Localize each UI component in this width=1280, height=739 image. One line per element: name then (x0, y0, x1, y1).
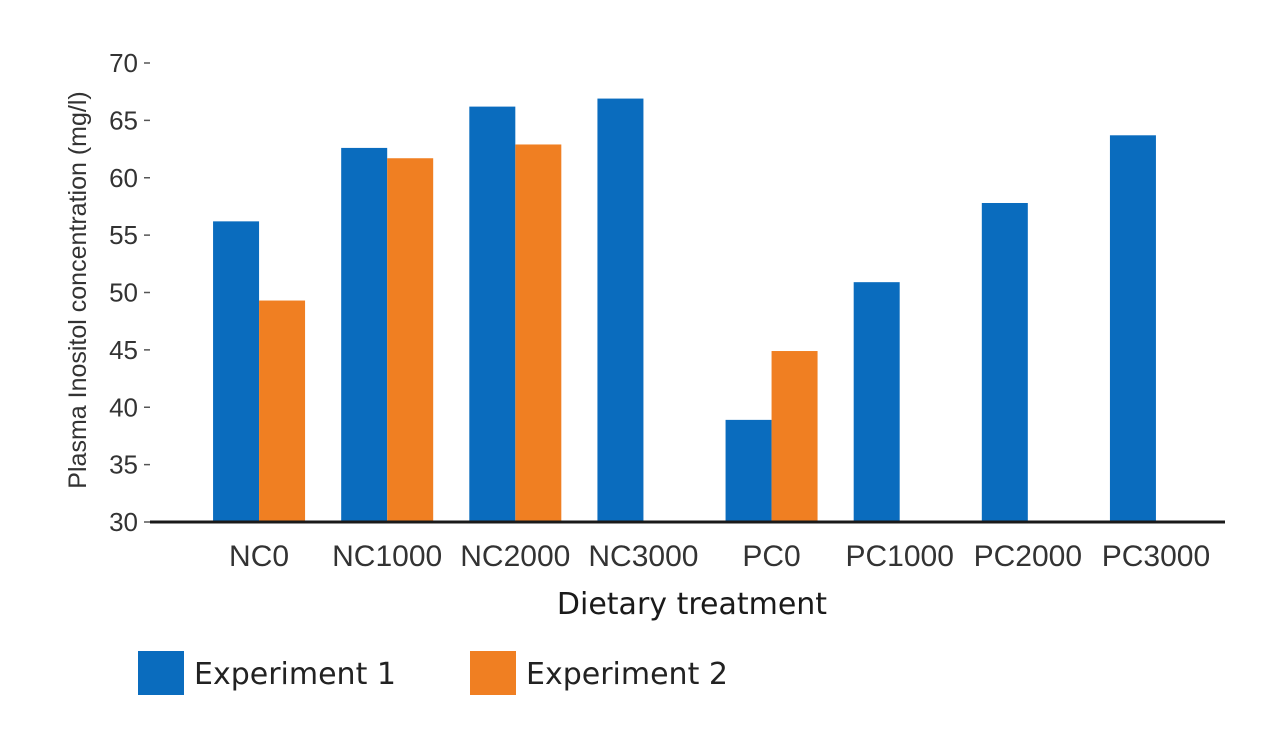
legend-swatch-series-2 (470, 651, 516, 695)
legend: Experiment 1 Experiment 2 (138, 651, 728, 695)
x-tick-label: PC0 (742, 540, 800, 573)
bar-series-2-NC2000 (515, 144, 562, 522)
x-tick-label: NC0 (229, 540, 289, 573)
bar-series-1-PC3000 (1109, 135, 1156, 523)
bar-series-1-NC2000 (469, 106, 516, 522)
bar-series-1-PC1000 (853, 282, 900, 522)
bar-series-2-PC0 (771, 351, 818, 522)
y-tick-label: 70 (109, 48, 138, 78)
y-tick-label: 45 (109, 335, 138, 365)
x-tick-label: PC3000 (1102, 540, 1210, 573)
y-tick-label: 55 (109, 220, 138, 250)
y-tick-label: 35 (109, 450, 138, 480)
y-axis: 30 35 40 45 50 55 60 65 70 (109, 48, 150, 537)
y-tick-label: 65 (109, 105, 138, 135)
x-axis-title: Dietary treatment (557, 587, 827, 622)
bar-series-1-PC0 (725, 419, 772, 522)
legend-label-series-1: Experiment 1 (194, 657, 396, 692)
bar-series-1-NC1000 (341, 147, 388, 523)
bar-series-1-NC3000 (597, 98, 644, 522)
y-tick-label: 60 (109, 163, 138, 193)
x-tick-label: PC2000 (974, 540, 1082, 573)
x-tick-label: NC2000 (460, 540, 570, 573)
x-axis: NC0 NC1000 NC2000 NC3000 PC0 PC1000 PC2000 PC30… (229, 540, 1210, 573)
legend-label-series-2: Experiment 2 (526, 657, 728, 692)
x-tick-label: NC1000 (332, 540, 442, 573)
bar-series-1-PC2000 (981, 202, 1028, 522)
x-tick-label: PC1000 (845, 540, 953, 573)
bars (213, 98, 1156, 523)
y-axis-title: Plasma Inositol concentration (mg/l) (64, 91, 92, 488)
bar-series-1-NC0 (213, 221, 260, 523)
bar-series-2-NC1000 (387, 158, 434, 522)
y-tick-label: 50 (109, 278, 138, 308)
bar-series-2-NC0 (259, 300, 306, 522)
y-tick-label: 40 (109, 392, 138, 422)
legend-swatch-series-1 (138, 651, 184, 695)
x-tick-label: NC3000 (588, 540, 698, 573)
y-tick-label: 30 (109, 507, 138, 537)
